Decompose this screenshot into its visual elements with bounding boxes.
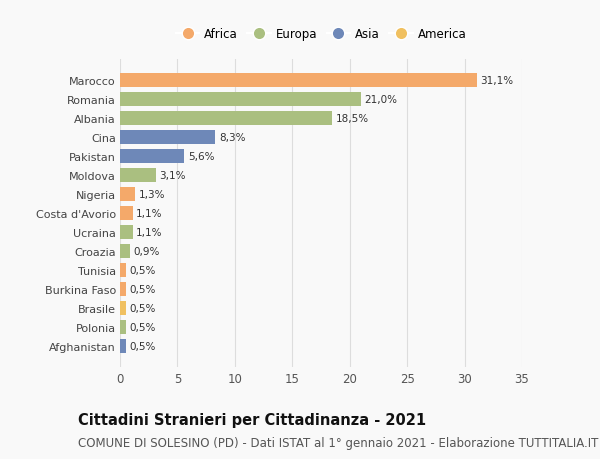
Text: 5,6%: 5,6%: [188, 151, 214, 162]
Bar: [120, 263, 126, 277]
Text: 8,3%: 8,3%: [219, 133, 245, 142]
Text: 0,5%: 0,5%: [129, 285, 155, 294]
Text: 1,1%: 1,1%: [136, 208, 163, 218]
Bar: [120, 340, 126, 353]
Bar: [120, 168, 155, 182]
Bar: [120, 320, 126, 334]
Text: 3,1%: 3,1%: [159, 170, 185, 180]
Text: 0,5%: 0,5%: [129, 341, 155, 352]
Text: 1,1%: 1,1%: [136, 228, 163, 237]
Bar: [120, 245, 130, 258]
Text: 31,1%: 31,1%: [481, 75, 514, 85]
Text: 0,9%: 0,9%: [134, 246, 160, 257]
Text: 0,5%: 0,5%: [129, 265, 155, 275]
Text: 0,5%: 0,5%: [129, 303, 155, 313]
Text: COMUNE DI SOLESINO (PD) - Dati ISTAT al 1° gennaio 2021 - Elaborazione TUTTITALI: COMUNE DI SOLESINO (PD) - Dati ISTAT al …: [78, 436, 598, 449]
Bar: [120, 131, 215, 144]
Bar: [120, 302, 126, 315]
Text: 1,3%: 1,3%: [139, 190, 165, 199]
Bar: [120, 150, 184, 163]
Text: 21,0%: 21,0%: [365, 95, 398, 105]
Bar: [120, 73, 477, 87]
Text: 18,5%: 18,5%: [336, 113, 369, 123]
Bar: [120, 112, 332, 125]
Text: 0,5%: 0,5%: [129, 322, 155, 332]
Bar: [120, 207, 133, 220]
Bar: [120, 283, 126, 296]
Bar: [120, 225, 133, 239]
Legend: Africa, Europa, Asia, America: Africa, Europa, Asia, America: [173, 26, 469, 43]
Text: Cittadini Stranieri per Cittadinanza - 2021: Cittadini Stranieri per Cittadinanza - 2…: [78, 413, 426, 428]
Bar: [120, 188, 135, 202]
Bar: [120, 93, 361, 106]
